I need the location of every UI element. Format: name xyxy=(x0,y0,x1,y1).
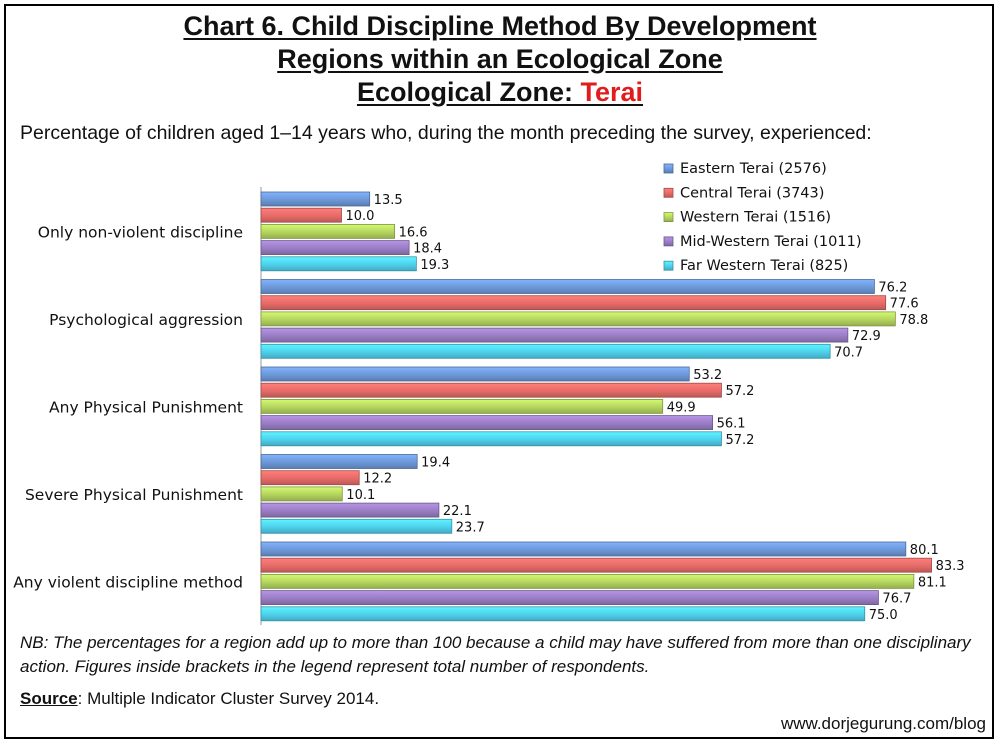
bar xyxy=(260,311,896,327)
data-label: 76.2 xyxy=(878,281,907,296)
bar xyxy=(260,541,907,557)
data-label: 72.9 xyxy=(852,329,881,344)
bar xyxy=(260,224,396,239)
data-label: 78.8 xyxy=(899,313,928,328)
bar xyxy=(260,518,453,534)
bar xyxy=(260,431,722,447)
data-label: 23.7 xyxy=(456,520,485,535)
legend-swatch xyxy=(663,212,674,222)
data-label: 18.4 xyxy=(413,242,442,257)
title-line-1: Chart 6. Child Discipline Method By Deve… xyxy=(183,11,817,41)
category-label: Any Physical Punishment xyxy=(49,399,243,417)
legend-entry: Western Terai (1516) xyxy=(680,210,831,226)
data-label: 57.2 xyxy=(725,433,754,448)
bar-chart: Only non-violent discipline 13.510.0 16.6 1… xyxy=(13,161,965,625)
data-label: 10.0 xyxy=(346,209,375,224)
category-label: Severe Physical Punishment xyxy=(25,486,243,504)
source-text: : Multiple Indicator Cluster Survey 2014… xyxy=(77,689,380,708)
source-line: Source: Multiple Indicator Cluster Surve… xyxy=(20,689,379,709)
legend-swatch xyxy=(663,260,674,271)
bar xyxy=(260,606,866,622)
bar xyxy=(260,327,849,343)
bar xyxy=(260,343,831,359)
legend-entry: Eastern Terai (2576) xyxy=(680,161,827,177)
data-label: 13.5 xyxy=(374,193,403,208)
bar xyxy=(260,240,410,255)
data-label: 56.1 xyxy=(717,417,746,432)
bar xyxy=(260,557,932,573)
data-label: 10.1 xyxy=(346,488,375,503)
legend-swatch xyxy=(663,236,674,247)
data-label: 19.4 xyxy=(421,456,450,471)
bar xyxy=(260,295,887,311)
bar xyxy=(260,398,664,414)
chart-title: Chart 6. Child Discipline Method By Deve… xyxy=(0,10,1000,109)
category-label: Only non-violent discipline xyxy=(38,224,243,242)
data-label: 19.3 xyxy=(420,258,449,273)
bar xyxy=(260,454,418,469)
data-label: 77.6 xyxy=(890,297,919,312)
bar xyxy=(260,366,690,382)
legend-entry: Central Terai (3743) xyxy=(680,185,824,201)
chart-subtitle: Percentage of children aged 1–14 years w… xyxy=(20,122,872,144)
data-label: 80.1 xyxy=(910,543,939,558)
bar xyxy=(260,207,342,223)
bar xyxy=(260,382,722,398)
data-label: 83.3 xyxy=(936,559,965,574)
legend-entry: Mid-Western Terai (1011) xyxy=(680,234,861,250)
data-label: 70.7 xyxy=(834,345,863,360)
bar xyxy=(260,191,371,207)
data-label: 22.1 xyxy=(443,504,472,519)
data-label: 49.9 xyxy=(667,400,696,415)
legend-entry: Far Western Terai (825) xyxy=(680,258,848,274)
legend-swatch xyxy=(663,187,674,198)
title-zone-name: Terai xyxy=(580,77,644,107)
category-label: Psychological aggression xyxy=(49,311,243,329)
data-label: 16.6 xyxy=(399,225,428,240)
bar xyxy=(260,486,343,502)
category-label: Any violent discipline method xyxy=(13,574,243,592)
source-label: Source xyxy=(20,689,78,708)
bar xyxy=(260,573,915,589)
bar xyxy=(260,502,440,518)
data-label: 76.7 xyxy=(882,592,911,607)
title-line-2: Regions within an Ecological Zone xyxy=(277,44,723,74)
data-label: 75.0 xyxy=(869,608,898,623)
data-label: 53.2 xyxy=(693,368,722,383)
title-line-3-prefix: Ecological Zone: xyxy=(356,77,573,107)
bar xyxy=(260,470,360,486)
bar xyxy=(260,256,417,272)
data-label: 12.2 xyxy=(363,472,392,487)
bar xyxy=(260,415,714,431)
data-label: 81.1 xyxy=(918,575,947,590)
legend-swatch xyxy=(663,163,674,174)
data-label: 57.2 xyxy=(725,384,754,399)
footnote: NB: The percentages for a region add up … xyxy=(20,633,971,676)
website-url: www.dorjegurung.com/blog xyxy=(780,714,986,733)
bar xyxy=(260,590,879,606)
bar xyxy=(260,279,875,294)
